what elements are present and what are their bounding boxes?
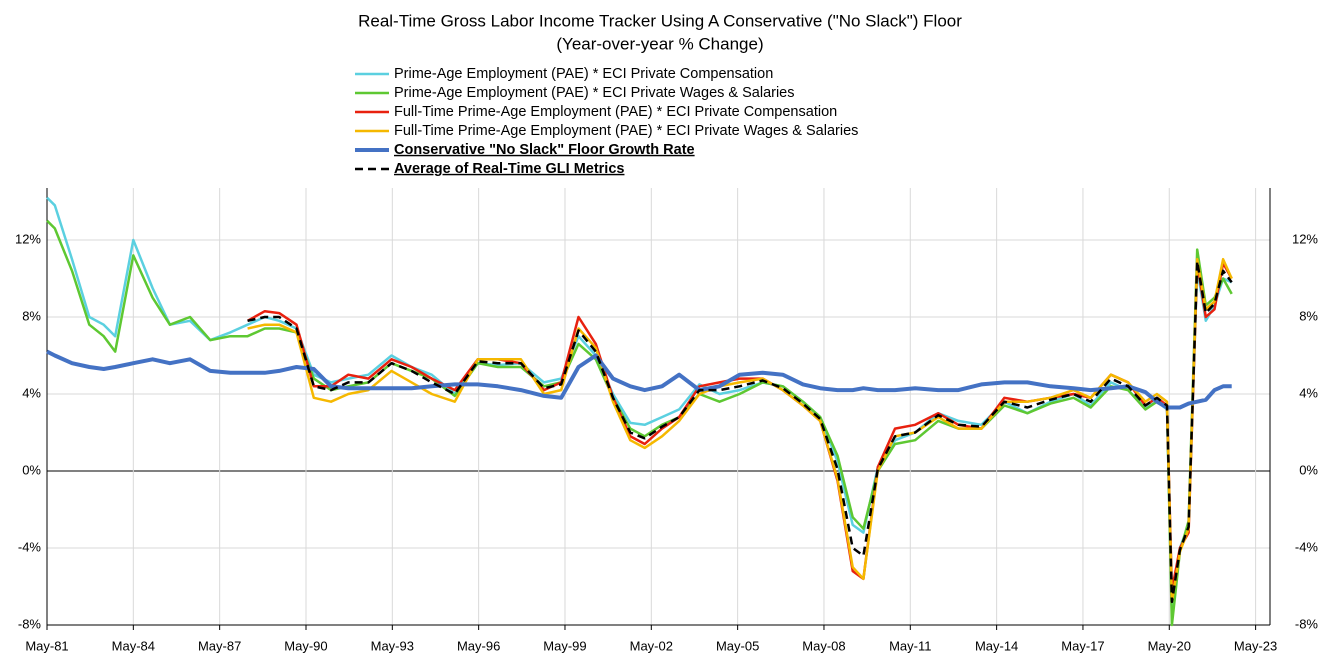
series-line [46, 196, 1233, 617]
y-tick-label: 4% [22, 385, 41, 400]
y2-tick-label: -8% [1295, 616, 1319, 631]
y2-tick-label: -4% [1295, 539, 1319, 554]
series-line [46, 349, 1232, 410]
x-tick-label: May-14 [975, 638, 1018, 653]
x-tick-label: May-96 [457, 638, 500, 653]
legend-label: Average of Real-Time GLI Metrics [394, 161, 624, 177]
y-tick-label: 12% [15, 231, 41, 246]
y-tick-label: 8% [22, 308, 41, 323]
y2-tick-label: 0% [1299, 462, 1318, 477]
x-tick-label: May-23 [1234, 638, 1277, 653]
chart-title: Real-Time Gross Labor Income Tracker Usi… [358, 11, 962, 30]
series-line [246, 261, 1233, 592]
x-tick-label: May-02 [630, 638, 673, 653]
x-tick-label: May-17 [1061, 638, 1104, 653]
x-tick-label: May-05 [716, 638, 759, 653]
legend-label: Full-Time Prime-Age Employment (PAE) * E… [394, 104, 837, 120]
x-tick-label: May-20 [1148, 638, 1191, 653]
y-tick-label: -4% [18, 539, 42, 554]
x-tick-label: May-99 [543, 638, 586, 653]
x-tick-label: May-08 [802, 638, 845, 653]
y-tick-label: 0% [22, 462, 41, 477]
chart-subtitle: (Year-over-year % Change) [556, 34, 763, 53]
series-line [247, 257, 1233, 604]
legend-label: Prime-Age Employment (PAE) * ECI Private… [394, 85, 795, 101]
legend-label: Conservative "No Slack" Floor Growth Rat… [394, 142, 695, 158]
x-tick-label: May-81 [25, 638, 68, 653]
x-tick-label: May-87 [198, 638, 241, 653]
x-tick-label: May-93 [371, 638, 414, 653]
x-tick-label: May-84 [112, 638, 155, 653]
series-line [247, 259, 1233, 604]
y2-tick-label: 4% [1299, 385, 1318, 400]
legend-label: Prime-Age Employment (PAE) * ECI Private… [394, 66, 773, 82]
x-tick-label: May-11 [889, 638, 931, 653]
y-tick-label: -8% [18, 616, 42, 631]
legend-label: Full-Time Prime-Age Employment (PAE) * E… [394, 123, 858, 139]
x-tick-label: May-90 [284, 638, 327, 653]
y2-tick-label: 12% [1292, 231, 1318, 246]
y2-tick-label: 8% [1299, 308, 1318, 323]
